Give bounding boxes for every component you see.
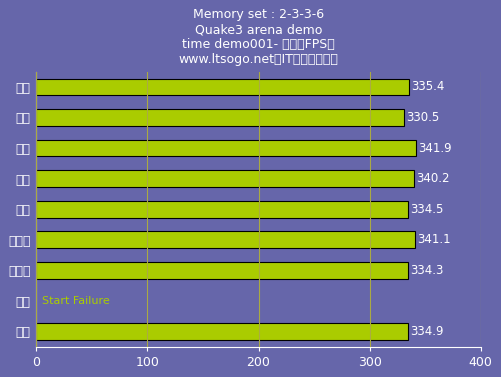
Bar (37, 109, 403, 126)
Title: Memory set : 2-3-3-6
Quake3 arena demo
time demo001- 帧率（FPS）
www.ltsogo.net［IT搜购: Memory set : 2-3-3-6 Quake3 arena demo t… (179, 8, 339, 66)
Text: 340.2: 340.2 (416, 172, 450, 185)
Text: 341.9: 341.9 (418, 141, 452, 155)
Bar (37, 262, 408, 279)
Bar (37, 139, 416, 156)
Text: 334.3: 334.3 (410, 264, 443, 277)
Text: 330.5: 330.5 (406, 111, 439, 124)
Text: 341.1: 341.1 (417, 233, 451, 246)
Bar (37, 170, 414, 187)
Bar (37, 231, 415, 248)
Bar (37, 323, 408, 340)
Text: Start Failure: Start Failure (42, 296, 110, 306)
Text: 334.9: 334.9 (411, 325, 444, 338)
Bar (37, 78, 409, 95)
Text: 335.4: 335.4 (411, 80, 444, 93)
Text: 334.5: 334.5 (410, 203, 443, 216)
Bar (37, 201, 408, 218)
